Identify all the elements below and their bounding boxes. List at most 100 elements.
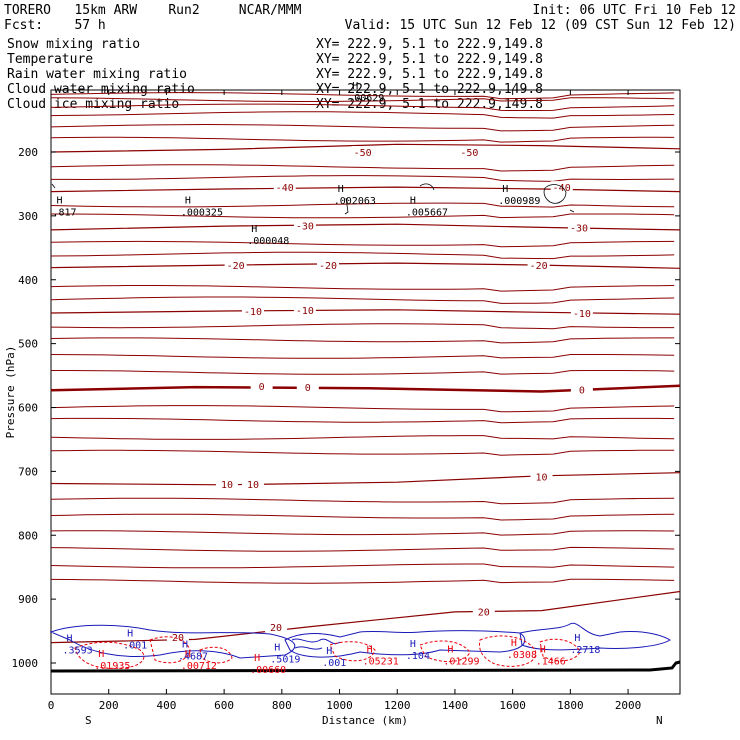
legend-field-xy: XY= 222.9, 5.1 to 222.9,149.8 [316,37,543,52]
label-bg [293,219,316,231]
isotherm-line [50,251,675,260]
label-bg [166,630,189,642]
isotherm-label: 20 [478,607,490,618]
snow-ice-max-value: .000325 [181,207,223,218]
isotherm-20 [50,590,681,644]
cloud-water-max-h-marker: H [410,639,416,650]
isotherm-line [50,435,675,440]
label-bg [224,259,247,271]
forecast-hour: Fcst: 57 h [4,18,106,33]
isotherm-line [51,370,675,375]
isotherm-label: 20 [270,623,282,634]
snow-ice-max-value: .002063 [334,196,376,207]
label-bg [570,383,593,395]
plot-frame [50,89,681,695]
y-tick-label: 700 [18,465,38,478]
y-tick-label: 800 [18,529,38,542]
field-legend: Snow mixing ratio XY= 222.9, 5.1 to 222.9… [7,37,543,112]
isotherm-label: -40 [276,183,294,194]
isotherm-line [50,337,675,344]
label-bg [527,259,550,271]
isotherm-line [50,111,675,119]
legend-field-name: Rain water mixing ratio [7,67,187,82]
isotherm-line [50,240,675,248]
isotherm-line [51,175,675,182]
rain-max-value: .0308 [507,650,537,661]
rain-max-value: .01935 [94,661,130,672]
isotherm-line [50,449,675,456]
rain-max-h-marker: H [367,645,373,656]
isotherm-label: 10 [247,480,259,491]
label-bg [570,306,593,318]
init-time: Init: 06 UTC Fri 10 Feb 12 [533,3,737,18]
isotherm-line [50,285,675,292]
snow-ice-max-h-marker: H [352,81,358,92]
cloud-water-max-value: .001 [123,641,147,652]
label-bg [250,379,273,391]
isotherm-line [50,578,675,584]
rain-max-h-marker: H [540,645,546,656]
isotherm-line [50,563,675,569]
x-axis-title: Distance (km) [322,714,408,727]
x-tick-label: 0 [48,699,55,712]
x-tick-label: 600 [214,699,234,712]
label-bg [293,303,316,315]
rain-max-h-marker: H [254,653,260,664]
label-bg [265,621,288,633]
cloud-water-max-value: .2718 [570,645,600,656]
y-axis-title: Pressure (hPa) [4,346,17,439]
isotherm-line [50,136,675,143]
isotherm-label: -50 [460,148,478,159]
isotherm-line [50,405,675,413]
isotherm-line [50,497,675,505]
isotherm-line [50,202,675,208]
y-tick-label: 300 [18,210,38,223]
isotherm-label: -10 [244,307,262,318]
x-tick-label: 1200 [384,699,411,712]
cloud-water-max-value: .104 [406,651,430,662]
cloud-ice-contours [51,183,575,215]
rain-max-value: .00712 [181,661,217,672]
isotherm-label: 0 [305,383,311,394]
axis-ticks: 0 200 400 600 800 1000 1200 1400 1600 1800 2000200… [12,90,680,712]
north-label: N [656,714,663,727]
x-tick-label: 800 [272,699,292,712]
isotherm-line [50,417,675,424]
legend-field-name: Temperature [7,52,93,67]
cloud-water-max-h-marker: H [67,634,73,645]
isotherm-line [50,97,675,102]
isotherm--50 [50,143,681,153]
isotherm-label: -40 [553,183,571,194]
isotherm-label: -30 [296,221,314,232]
isotherm-label: -10 [573,309,591,320]
isotherm-line [50,296,675,304]
x-tick-label: 1400 [442,699,469,712]
contour-labels: -50 -50 -40 -40 -30 -30 -20 -20 -20 -10 -10 -10 0 0 0 1… [166,146,593,644]
x-tick-label: 1800 [557,699,584,712]
ground-surface [50,660,681,673]
x-tick-label: 400 [156,699,176,712]
legend-field-xy: XY= 222.9, 5.1 to 222.9,149.8 [316,67,543,82]
isotherm-line [50,164,675,172]
south-label: S [85,714,92,727]
cloud-water-max-h-marker: H [182,639,188,650]
legend-field-xy: XY= 222.9, 5.1 to 222.9,149.8 [316,52,543,67]
snow-ice-max-h-marker: H [410,195,416,206]
y-tick-label: 600 [18,402,38,415]
label-bg [296,381,319,393]
valid-time: Valid: 15 UTC Sun 12 Feb 12 (09 CST Sun … [345,18,736,33]
isotherm-label: -10 [296,306,314,317]
cloud-water-max-h-marker: H [274,643,280,654]
rain-max-value: .05231 [363,657,399,668]
isotherm-line [51,213,675,219]
snow-ice-max-value: .000048 [247,236,289,247]
rain-max-h-marker: H [185,649,191,660]
isotherm--20 [50,262,681,269]
cloud-water-max-value: .5019 [270,655,300,666]
cloud-water-max-value: .3593 [63,646,93,657]
y-tick-label: 1000 [12,657,39,670]
label-bg [241,478,264,490]
isotherm-label: -20 [227,261,245,272]
snow-ice-max-h-marker: H [56,195,62,206]
